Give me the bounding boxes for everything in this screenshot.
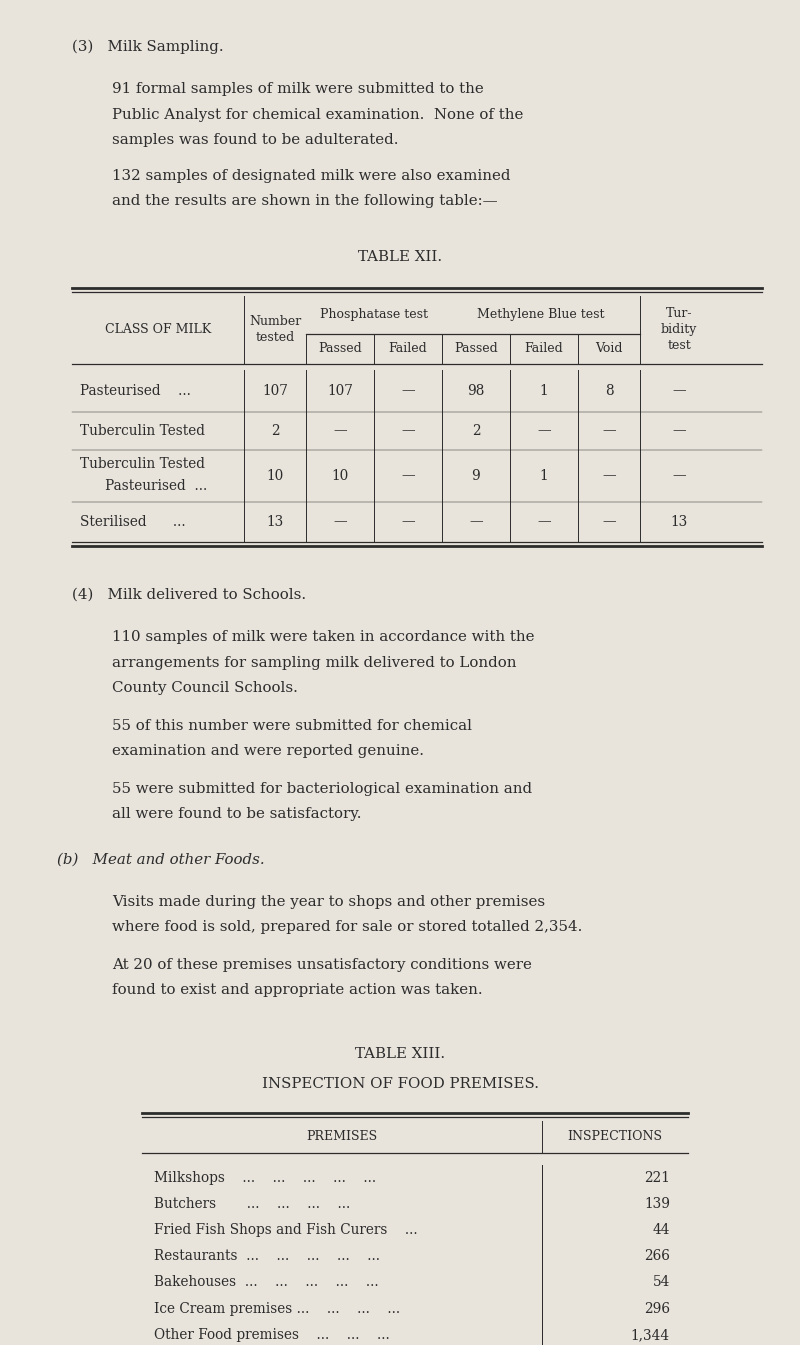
Text: 91 formal samples of milk were submitted to the: 91 formal samples of milk were submitted… (112, 82, 484, 95)
Text: 13: 13 (266, 515, 284, 529)
Text: 1,344: 1,344 (631, 1328, 670, 1342)
Text: 132 samples of designated milk were also examined: 132 samples of designated milk were also… (112, 168, 510, 183)
Text: Fried Fish Shops and Fish Curers    ...: Fried Fish Shops and Fish Curers ... (154, 1223, 418, 1237)
Text: samples was found to be adulterated.: samples was found to be adulterated. (112, 133, 398, 147)
Text: —: — (672, 383, 686, 398)
Text: found to exist and appropriate action was taken.: found to exist and appropriate action wa… (112, 983, 482, 997)
Text: INSPECTION OF FOOD PREMISES.: INSPECTION OF FOOD PREMISES. (262, 1076, 538, 1091)
Text: 55 were submitted for bacteriological examination and: 55 were submitted for bacteriological ex… (112, 781, 532, 795)
Text: —: — (401, 424, 415, 437)
Text: Pasteurised    ...: Pasteurised ... (80, 383, 191, 398)
Text: —: — (602, 468, 616, 483)
Text: TABLE XII.: TABLE XII. (358, 250, 442, 264)
Text: (3)   Milk Sampling.: (3) Milk Sampling. (72, 40, 224, 54)
Text: Other Food premises    ...    ...    ...: Other Food premises ... ... ... (154, 1328, 390, 1342)
Text: Ice Cream premises ...    ...    ...    ...: Ice Cream premises ... ... ... ... (154, 1302, 400, 1315)
Text: —: — (401, 383, 415, 398)
Text: —: — (672, 468, 686, 483)
Text: Methylene Blue test: Methylene Blue test (478, 308, 605, 321)
Text: Passed: Passed (318, 342, 362, 355)
Text: Milkshops    ...    ...    ...    ...    ...: Milkshops ... ... ... ... ... (154, 1170, 376, 1185)
Text: 1: 1 (540, 383, 548, 398)
Text: Void: Void (595, 342, 622, 355)
Text: Butchers       ...    ...    ...    ...: Butchers ... ... ... ... (154, 1197, 350, 1210)
Text: County Council Schools.: County Council Schools. (112, 681, 298, 695)
Text: At 20 of these premises unsatisfactory conditions were: At 20 of these premises unsatisfactory c… (112, 958, 532, 971)
Text: Public Analyst for chemical examination.  None of the: Public Analyst for chemical examination.… (112, 108, 523, 121)
Text: Tuberculin Tested: Tuberculin Tested (80, 424, 205, 437)
Text: all were found to be satisfactory.: all were found to be satisfactory. (112, 807, 362, 820)
Text: 2: 2 (472, 424, 480, 437)
Text: Visits made during the year to shops and other premises: Visits made during the year to shops and… (112, 894, 545, 908)
Text: Pasteurised  ...: Pasteurised ... (92, 479, 207, 492)
Text: —: — (602, 515, 616, 529)
Text: 110 samples of milk were taken in accordance with the: 110 samples of milk were taken in accord… (112, 629, 534, 644)
Text: Bakehouses  ...    ...    ...    ...    ...: Bakehouses ... ... ... ... ... (154, 1275, 378, 1290)
Text: Restaurants  ...    ...    ...    ...    ...: Restaurants ... ... ... ... ... (154, 1250, 380, 1263)
Text: 13: 13 (670, 515, 688, 529)
Text: 107: 107 (262, 383, 288, 398)
Text: 8: 8 (605, 383, 614, 398)
Text: 98: 98 (467, 383, 485, 398)
Text: 9: 9 (472, 468, 480, 483)
Text: —: — (401, 515, 415, 529)
Text: 2: 2 (270, 424, 279, 437)
Text: Passed: Passed (454, 342, 498, 355)
Text: (4)   Milk delivered to Schools.: (4) Milk delivered to Schools. (72, 588, 306, 603)
Text: Failed: Failed (389, 342, 427, 355)
Text: 107: 107 (327, 383, 353, 398)
Text: 139: 139 (644, 1197, 670, 1210)
Text: —: — (333, 424, 347, 437)
Text: —: — (537, 424, 551, 437)
Text: 44: 44 (653, 1223, 670, 1237)
Text: Number
tested: Number tested (249, 315, 301, 344)
Text: Sterilised      ...: Sterilised ... (80, 515, 186, 529)
Text: arrangements for sampling milk delivered to London: arrangements for sampling milk delivered… (112, 655, 517, 670)
Text: examination and were reported genuine.: examination and were reported genuine. (112, 744, 424, 759)
Text: —: — (602, 424, 616, 437)
Text: 10: 10 (331, 468, 349, 483)
Text: where food is sold, prepared for sale or stored totalled 2,354.: where food is sold, prepared for sale or… (112, 920, 582, 933)
Text: —: — (469, 515, 483, 529)
Text: (b)   Meat and other Foods.: (b) Meat and other Foods. (57, 853, 265, 866)
Text: 221: 221 (644, 1170, 670, 1185)
Text: 296: 296 (644, 1302, 670, 1315)
Text: 55 of this number were submitted for chemical: 55 of this number were submitted for che… (112, 718, 472, 733)
Text: Tur-
bidity
test: Tur- bidity test (661, 307, 697, 352)
Text: TABLE XIII.: TABLE XIII. (355, 1046, 445, 1060)
Text: 266: 266 (644, 1250, 670, 1263)
Text: —: — (333, 515, 347, 529)
Text: CLASS OF MILK: CLASS OF MILK (105, 323, 211, 336)
Text: Phosphatase test: Phosphatase test (320, 308, 428, 321)
Text: 10: 10 (266, 468, 284, 483)
Text: PREMISES: PREMISES (306, 1130, 378, 1143)
Text: —: — (672, 424, 686, 437)
Text: and the results are shown in the following table:—: and the results are shown in the followi… (112, 194, 498, 208)
Text: 54: 54 (653, 1275, 670, 1290)
Text: Tuberculin Tested: Tuberculin Tested (80, 456, 205, 471)
Text: 1: 1 (540, 468, 548, 483)
Text: Failed: Failed (525, 342, 563, 355)
Text: —: — (401, 468, 415, 483)
Text: —: — (537, 515, 551, 529)
Text: INSPECTIONS: INSPECTIONS (567, 1130, 662, 1143)
